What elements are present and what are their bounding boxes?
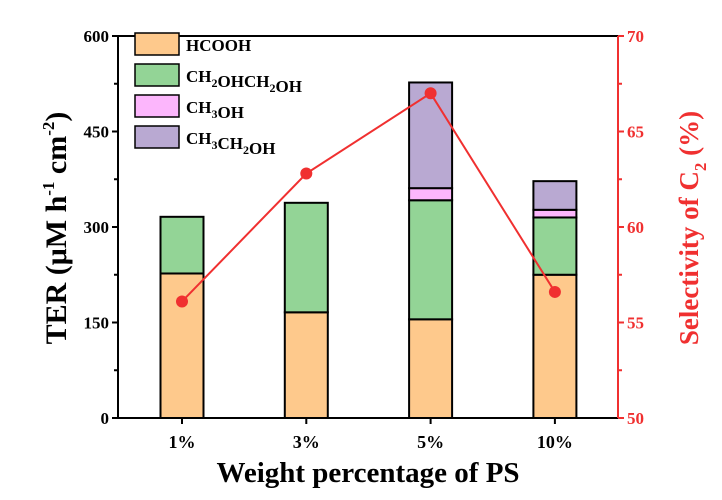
- legend-swatch: [134, 63, 180, 87]
- y-tick-label: 150: [84, 314, 110, 333]
- selectivity-line: [181, 91, 556, 303]
- selectivity-point: [424, 87, 437, 100]
- y2-axis-title: Selectivity of C2 (%): [674, 111, 710, 345]
- selectivity-line-layer: [176, 87, 561, 308]
- bar-segment-ch3oh-10pct: [532, 208, 578, 219]
- y-tick-label: 600: [84, 27, 110, 46]
- bar-segment-ch2ohch2oh-5pct: [408, 199, 454, 321]
- bar-segment-hcooh-5pct: [408, 318, 454, 420]
- y-tick-label: 300: [84, 218, 110, 237]
- bar-segment-hcooh-10pct: [532, 273, 578, 419]
- bar-segment-ch3oh-5pct: [408, 187, 454, 202]
- legend-swatch: [134, 32, 180, 56]
- y2-tick-label: 50: [627, 409, 644, 428]
- legend-label: CH3CH2OH: [186, 129, 276, 158]
- y2-tick-label: 55: [627, 314, 644, 333]
- legend-swatch: [134, 94, 180, 118]
- selectivity-point: [176, 295, 188, 308]
- selectivity-point: [548, 285, 561, 298]
- bar-segment-ch2ohch2oh-3pct: [283, 201, 329, 314]
- axes-layer: 0 150 300 450 600 50 55 60 65 70 1% 3% 5% 10%: [84, 27, 645, 452]
- x-tick-label: 1%: [169, 432, 196, 452]
- bar-segment-ch2ohch2oh-10pct: [532, 216, 578, 276]
- y-tick-label: 450: [84, 123, 110, 142]
- bar-segment-hcooh-1pct: [159, 272, 205, 419]
- bar-segment-hcooh-3pct: [283, 311, 329, 419]
- legend-label: HCOOH: [186, 36, 251, 55]
- selectivity-point: [300, 167, 313, 180]
- y2-tick-label: 60: [627, 218, 644, 237]
- x-tick-label: 3%: [293, 432, 320, 452]
- legend-label: CH3OH: [186, 98, 244, 122]
- y2-tick-label: 65: [627, 123, 644, 142]
- x-axis-title: Weight percentage of PS: [216, 457, 519, 489]
- legend-swatch: [134, 125, 180, 149]
- y2-tick-label: 70: [627, 27, 644, 46]
- bar-segment-ch2ohch2oh-1pct: [159, 215, 205, 275]
- x-tick-label: 5%: [417, 432, 444, 452]
- y-axis-title: TER (μM h-1 cm-2): [39, 112, 73, 345]
- legend-label: CH2OHCH2OH: [186, 67, 302, 96]
- bar-segment-ch3ch2oh-10pct: [532, 180, 578, 211]
- bar-segment-ch3ch2oh-5pct: [408, 81, 454, 190]
- bars-layer: [159, 81, 578, 420]
- x-tick-label: 10%: [537, 432, 573, 452]
- y-tick-label: 0: [101, 409, 110, 428]
